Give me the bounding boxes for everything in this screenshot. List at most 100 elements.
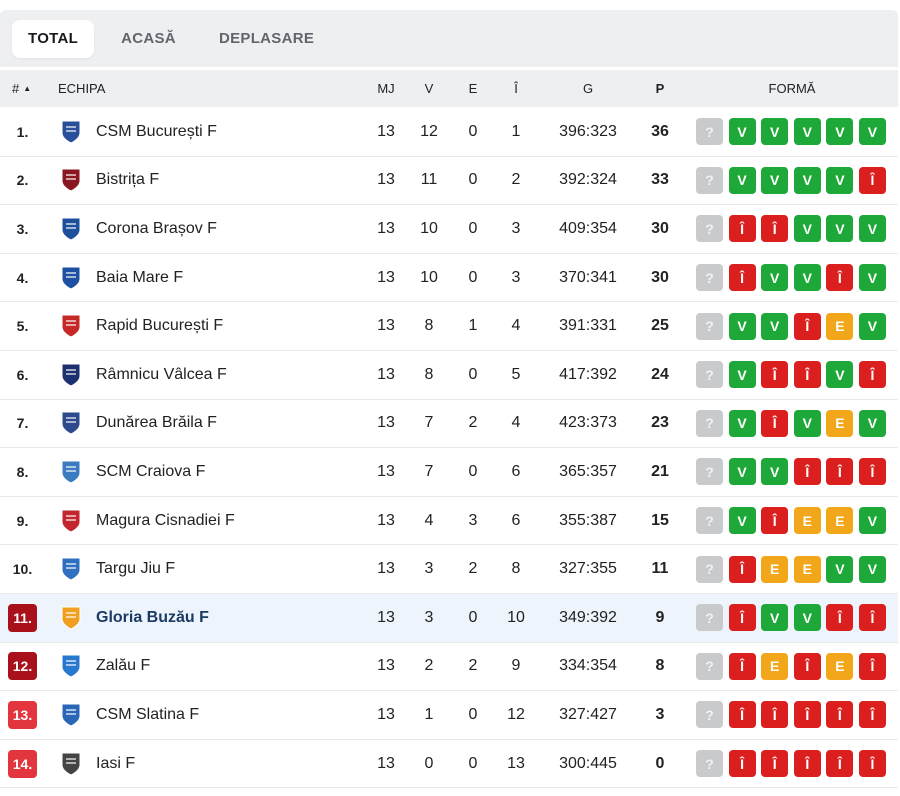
form-loss-badge[interactable]: Î xyxy=(728,604,756,632)
team-name-link[interactable]: Rapid București F xyxy=(96,317,224,335)
form-win-badge[interactable]: V xyxy=(761,166,789,194)
corona-brasov-crest-icon[interactable] xyxy=(56,205,86,253)
form-loss-badge[interactable]: Î xyxy=(761,409,789,437)
column-team-header[interactable]: ECHIPA xyxy=(58,81,106,96)
tab-acasa[interactable]: ACASĂ xyxy=(121,30,176,47)
form-unknown-badge[interactable]: ? xyxy=(696,652,723,680)
form-loss-badge[interactable]: Î xyxy=(858,166,886,194)
gloria-buzau-crest-icon[interactable] xyxy=(56,594,86,642)
form-win-badge[interactable]: V xyxy=(858,264,886,292)
form-loss-badge[interactable]: Î xyxy=(728,701,756,729)
column-e-header[interactable]: E xyxy=(468,81,478,96)
form-unknown-badge[interactable]: ? xyxy=(696,750,723,778)
form-loss-badge[interactable]: Î xyxy=(826,604,854,632)
targu-jiu-crest-icon[interactable] xyxy=(56,545,86,593)
column-mj-header[interactable]: MJ xyxy=(377,81,395,96)
team-name-link[interactable]: Corona Brașov F xyxy=(96,219,217,237)
form-loss-badge[interactable]: Î xyxy=(858,604,886,632)
column-i-header[interactable]: Î xyxy=(514,81,518,96)
tab-deplasare[interactable]: DEPLASARE xyxy=(218,30,315,47)
form-loss-badge[interactable]: Î xyxy=(728,750,756,778)
form-loss-badge[interactable]: Î xyxy=(728,264,756,292)
form-loss-badge[interactable]: Î xyxy=(793,701,821,729)
form-win-badge[interactable]: V xyxy=(728,361,756,389)
form-draw-badge[interactable]: E xyxy=(761,555,789,583)
form-win-badge[interactable]: V xyxy=(793,118,821,146)
team-name-link[interactable]: Gloria Buzău F xyxy=(96,608,209,626)
form-win-badge[interactable]: V xyxy=(793,604,821,632)
table-row[interactable]: 1. CSM București F 13 12 0 1 396:323 36 … xyxy=(0,108,898,157)
form-win-badge[interactable]: V xyxy=(858,507,886,535)
form-draw-badge[interactable]: E xyxy=(826,312,854,340)
form-win-badge[interactable]: V xyxy=(858,215,886,243)
form-draw-badge[interactable]: E xyxy=(793,507,821,535)
form-loss-badge[interactable]: Î xyxy=(858,652,886,680)
form-unknown-badge[interactable]: ? xyxy=(696,312,723,340)
form-win-badge[interactable]: V xyxy=(728,118,756,146)
form-unknown-badge[interactable]: ? xyxy=(696,604,723,632)
dunarea-braila-crest-icon[interactable] xyxy=(56,400,86,448)
form-win-badge[interactable]: V xyxy=(858,409,886,437)
form-win-badge[interactable]: V xyxy=(728,507,756,535)
column-v-header[interactable]: V xyxy=(424,81,434,96)
form-loss-badge[interactable]: Î xyxy=(793,361,821,389)
form-loss-badge[interactable]: Î xyxy=(793,312,821,340)
form-win-badge[interactable]: V xyxy=(826,215,854,243)
zalau-crest-icon[interactable] xyxy=(56,643,86,691)
table-row[interactable]: 7. Dunărea Brăila F 13 7 2 4 423:373 23 … xyxy=(0,400,898,449)
form-win-badge[interactable]: V xyxy=(826,166,854,194)
form-win-badge[interactable]: V xyxy=(761,264,789,292)
bistrita-crest-icon[interactable] xyxy=(56,157,86,205)
form-loss-badge[interactable]: Î xyxy=(793,652,821,680)
form-loss-badge[interactable]: Î xyxy=(858,750,886,778)
table-row[interactable]: 13. CSM Slatina F 13 1 0 12 327:427 3 ? Î… xyxy=(0,691,898,740)
form-unknown-badge[interactable]: ? xyxy=(696,555,723,583)
form-draw-badge[interactable]: E xyxy=(826,652,854,680)
form-win-badge[interactable]: V xyxy=(728,166,756,194)
form-loss-badge[interactable]: Î xyxy=(728,652,756,680)
form-win-badge[interactable]: V xyxy=(761,458,789,486)
form-win-badge[interactable]: V xyxy=(761,118,789,146)
form-draw-badge[interactable]: E xyxy=(826,409,854,437)
form-unknown-badge[interactable]: ? xyxy=(696,118,723,146)
form-win-badge[interactable]: V xyxy=(858,312,886,340)
form-loss-badge[interactable]: Î xyxy=(826,264,854,292)
table-row[interactable]: 9. Magura Cisnadiei F 13 4 3 6 355:387 1… xyxy=(0,497,898,546)
ramnicu-valcea-crest-icon[interactable] xyxy=(56,351,86,399)
team-name-link[interactable]: SCM Craiova F xyxy=(96,462,206,480)
form-loss-badge[interactable]: Î xyxy=(728,215,756,243)
team-name-link[interactable]: Râmnicu Vâlcea F xyxy=(96,365,227,383)
form-loss-badge[interactable]: Î xyxy=(793,458,821,486)
form-unknown-badge[interactable]: ? xyxy=(696,215,723,243)
form-unknown-badge[interactable]: ? xyxy=(696,458,723,486)
table-row[interactable]: 11. Gloria Buzău F 13 3 0 10 349:392 9 ?… xyxy=(0,593,898,643)
form-loss-badge[interactable]: Î xyxy=(761,701,789,729)
form-loss-badge[interactable]: Î xyxy=(826,701,854,729)
form-loss-badge[interactable]: Î xyxy=(728,555,756,583)
csm-slatina-crest-icon[interactable] xyxy=(56,691,86,739)
form-loss-badge[interactable]: Î xyxy=(858,458,886,486)
column-g-header[interactable]: G xyxy=(582,81,594,96)
team-name-link[interactable]: Zalău F xyxy=(96,657,151,675)
form-loss-badge[interactable]: Î xyxy=(858,701,886,729)
form-unknown-badge[interactable]: ? xyxy=(696,264,723,292)
form-draw-badge[interactable]: E xyxy=(761,652,789,680)
iasi-crest-icon[interactable] xyxy=(56,740,86,788)
table-row[interactable]: 5. Rapid București F 13 8 1 4 391:331 25… xyxy=(0,302,898,351)
form-loss-badge[interactable]: Î xyxy=(793,750,821,778)
form-loss-badge[interactable]: Î xyxy=(761,507,789,535)
team-name-link[interactable]: Targu Jiu F xyxy=(96,560,176,578)
form-unknown-badge[interactable]: ? xyxy=(696,409,723,437)
team-name-link[interactable]: Magura Cisnadiei F xyxy=(96,511,235,529)
tab-total[interactable]: TOTAL xyxy=(12,19,95,58)
table-row[interactable]: 2. Bistrița F 13 11 0 2 392:324 33 ? V V V V… xyxy=(0,157,898,206)
form-unknown-badge[interactable]: ? xyxy=(696,166,723,194)
form-win-badge[interactable]: V xyxy=(793,166,821,194)
form-win-badge[interactable]: V xyxy=(793,409,821,437)
table-row[interactable]: 10. Targu Jiu F 13 3 2 8 327:355 11 ? Î E E… xyxy=(0,545,898,594)
form-win-badge[interactable]: V xyxy=(858,118,886,146)
column-p-header[interactable]: P xyxy=(655,81,665,96)
form-draw-badge[interactable]: E xyxy=(793,555,821,583)
form-loss-badge[interactable]: Î xyxy=(826,750,854,778)
form-loss-badge[interactable]: Î xyxy=(858,361,886,389)
